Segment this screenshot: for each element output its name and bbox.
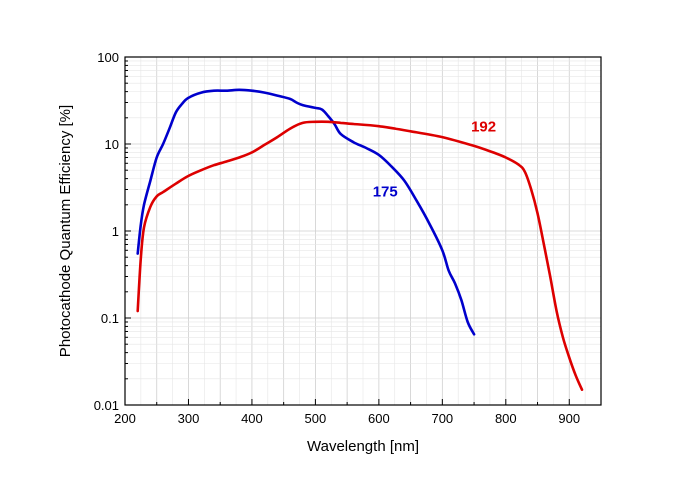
x-tick-label: 500 [305,411,327,426]
x-tick-label: 700 [431,411,453,426]
x-tick-label: 300 [178,411,200,426]
series-175-line [136,88,476,336]
grid [125,57,601,405]
x-axis-title: Wavelength [nm] [307,438,419,455]
y-axis-title: Photocathode Quantum Efficiency [%] [57,105,74,357]
x-tick-label: 900 [558,411,580,426]
axis-ticks [124,56,570,406]
series-layer [136,88,584,391]
tick-labels: 200 300 400 500 600 700 800 900 0.01 0.1 1 10 100 175… [94,50,580,426]
y-tick-label: 0.1 [101,311,119,326]
series-192-label: 192 [471,118,496,135]
y-tick-label: 0.01 [94,398,119,413]
y-tick-label: 1 [112,224,119,239]
x-tick-label: 800 [495,411,517,426]
series-192-line [136,120,584,391]
series-175-label: 175 [373,183,398,200]
x-tick-label: 400 [241,411,263,426]
y-tick-label: 100 [97,50,119,65]
y-tick-label: 10 [105,137,119,152]
x-tick-label: 600 [368,411,390,426]
x-tick-label: 200 [114,411,136,426]
